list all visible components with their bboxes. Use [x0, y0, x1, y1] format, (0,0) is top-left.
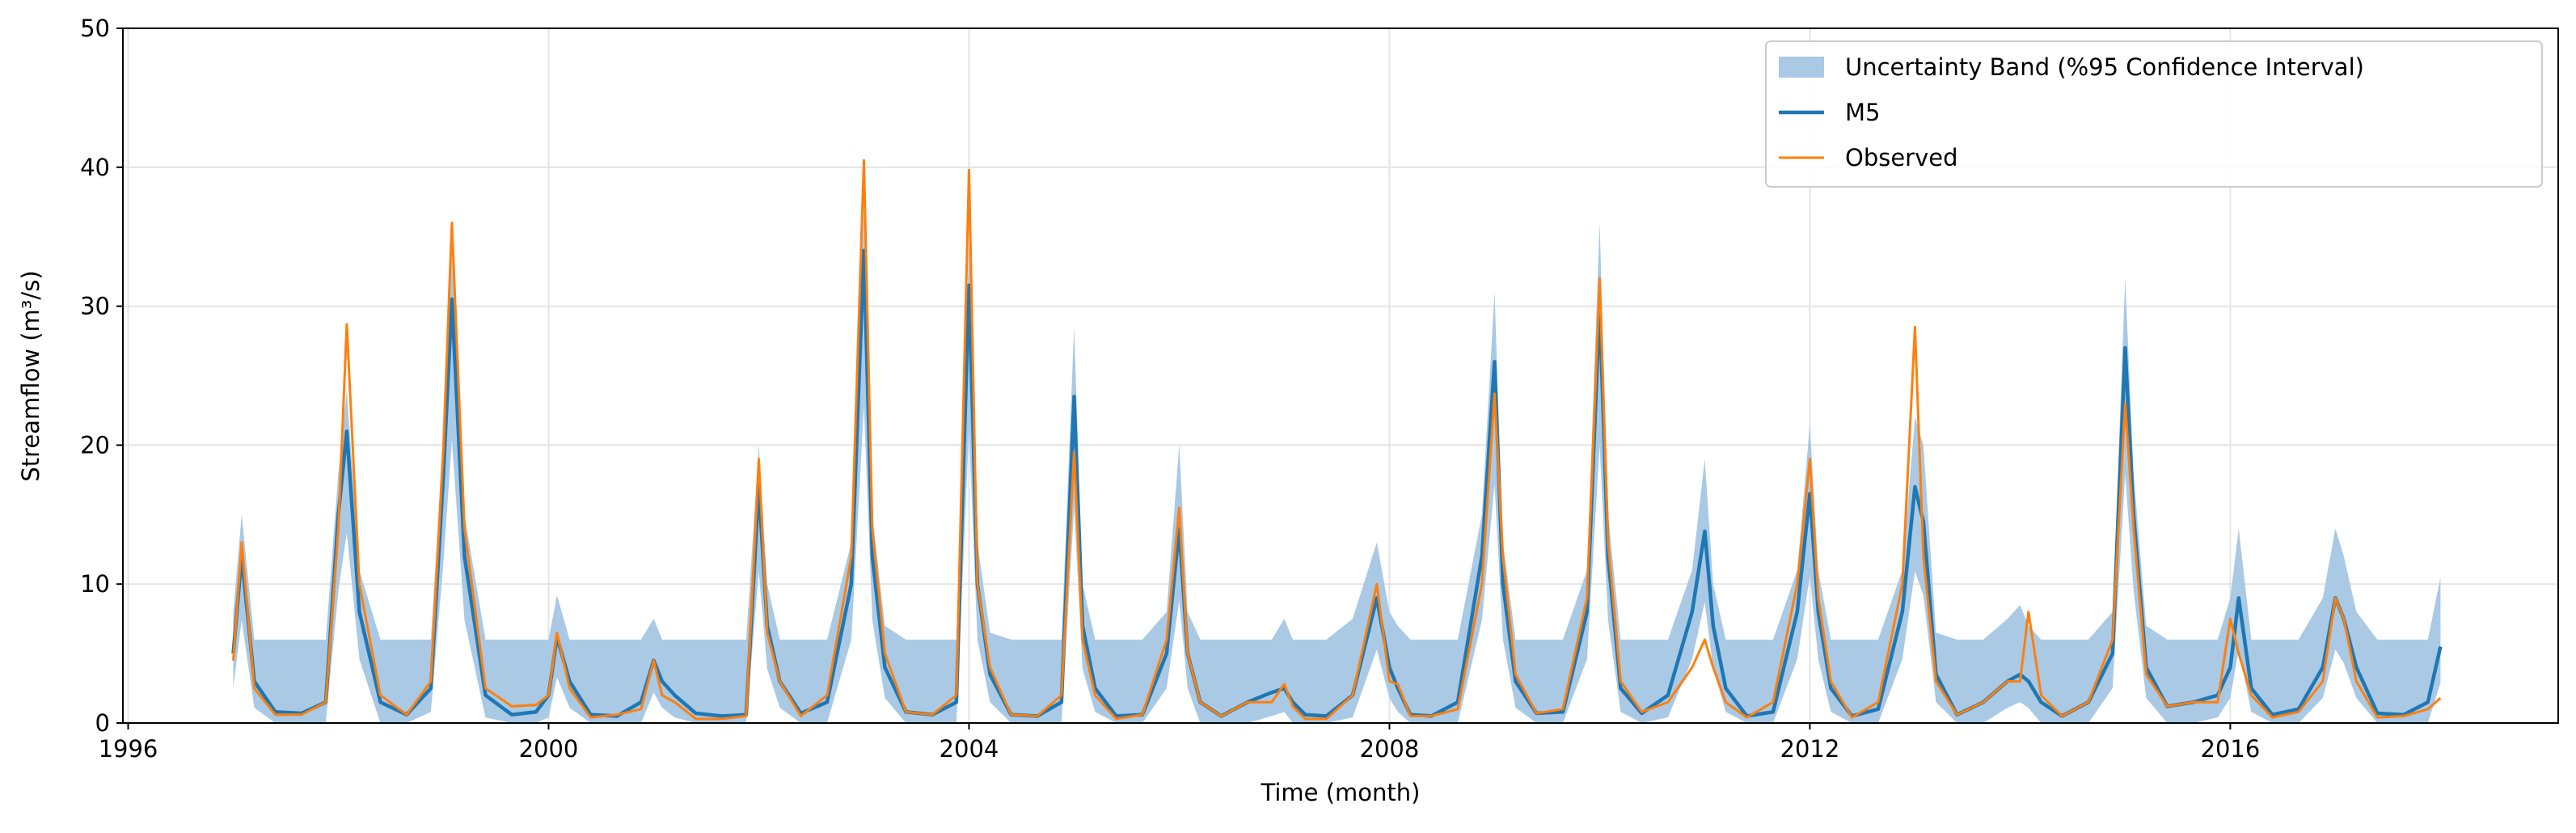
legend-swatch — [1779, 57, 1824, 78]
y-tick-label: 0 — [95, 709, 110, 737]
x-tick-label: 2016 — [2201, 735, 2261, 763]
x-axis-label: Time (month) — [1261, 779, 1421, 806]
y-tick-label: 50 — [80, 15, 110, 42]
y-tick-label: 20 — [80, 431, 110, 459]
y-tick-label: 10 — [80, 570, 110, 598]
x-tick-label: 2004 — [940, 735, 999, 763]
plot-frame — [122, 27, 2559, 724]
y-axis-label: Streamflow (m³/s) — [17, 270, 44, 481]
x-tick-label: 2012 — [1780, 735, 1840, 763]
y-tick-label: 30 — [80, 293, 110, 320]
legend-label: Uncertainty Band (%95 Confidence Interva… — [1845, 53, 2364, 81]
x-tick-label: 2008 — [1360, 735, 1420, 763]
y-tick-label: 40 — [80, 154, 110, 181]
legend-label: M5 — [1845, 99, 1880, 126]
series-line — [231, 159, 2442, 721]
legend-label: Observed — [1845, 144, 1958, 171]
uncertainty-band — [233, 209, 2441, 724]
legend-box — [1765, 40, 2543, 188]
x-tick-label: 2000 — [519, 735, 579, 763]
x-tick-label: 1996 — [99, 735, 158, 763]
